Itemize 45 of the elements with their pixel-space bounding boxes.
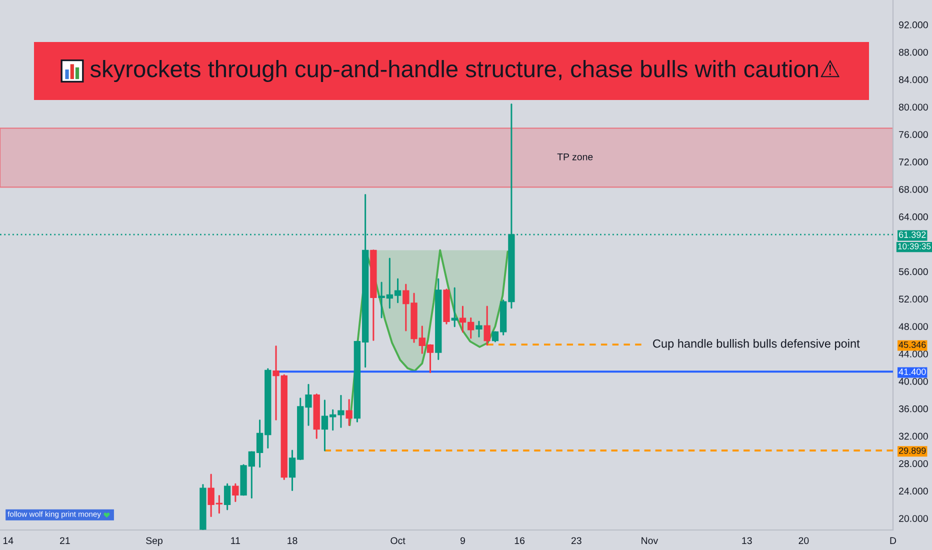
y-tick-label: 64.000 [899, 213, 928, 220]
band-label: TP zone [557, 154, 593, 160]
candlestick [476, 320, 482, 338]
candlestick [346, 398, 352, 426]
candlestick [451, 287, 458, 328]
x-tick-label: 11 [231, 537, 240, 544]
x-tick-label: 23 [571, 537, 582, 544]
y-tick-label: 36.000 [898, 405, 928, 412]
y-tick-label: 48.000 [898, 323, 928, 330]
candlestick [484, 306, 490, 346]
candlestick [232, 483, 239, 502]
y-tick-label: 84.000 [898, 76, 928, 84]
y-tick-label: 29.899 [899, 447, 926, 454]
annotation: Cup handle bullish bulls defensive point [653, 339, 860, 350]
y-tick-label: 32.000 [898, 432, 928, 440]
x-tick-label: Oct [390, 537, 406, 544]
y-tick-label: 52.000 [898, 296, 928, 303]
y-tick-label: 72.000 [899, 158, 928, 166]
x-tick-label: Nov [642, 537, 658, 544]
candlestick [224, 483, 231, 510]
y-tick-label: 28.000 [899, 460, 928, 468]
x-tick-label: 16 [514, 537, 525, 544]
y-tick-label: 40.000 [898, 378, 928, 385]
y-tick-label: 44.000 [898, 350, 928, 358]
text: skyrockets through cup-and-handle structure, chase bulls with caution⚠ [90, 60, 840, 82]
x-tick-label: 18 [288, 537, 298, 544]
y-tick-label: 68.000 [899, 186, 928, 193]
y-tick-label: 56.000 [898, 268, 928, 276]
y-tick-label: 20.000 [899, 515, 928, 522]
y-tick-label: 24.000 [899, 488, 928, 495]
y-tick-label: 41.400 [898, 368, 926, 375]
y-tick-label: 80.000 [898, 104, 928, 111]
x-tick-label: 14 [3, 537, 14, 544]
y-tick-label: 76.000 [899, 131, 928, 138]
x-tick-label: 21 [60, 537, 70, 544]
y-tick-label: 45.346 [898, 342, 926, 348]
x-tick-label: 13 [742, 537, 752, 544]
y-tick-label: 92.000 [899, 21, 928, 28]
x-tick-label: Sep [146, 537, 162, 546]
x-tick-label: 20 [798, 537, 809, 544]
y-tick-label: 61.392 [899, 232, 926, 238]
y-tick-label: 88.000 [898, 48, 928, 56]
x-tick-label: 9 [460, 537, 465, 544]
x-tick-label: D [890, 537, 896, 544]
text: 10:39:35 [898, 243, 931, 250]
